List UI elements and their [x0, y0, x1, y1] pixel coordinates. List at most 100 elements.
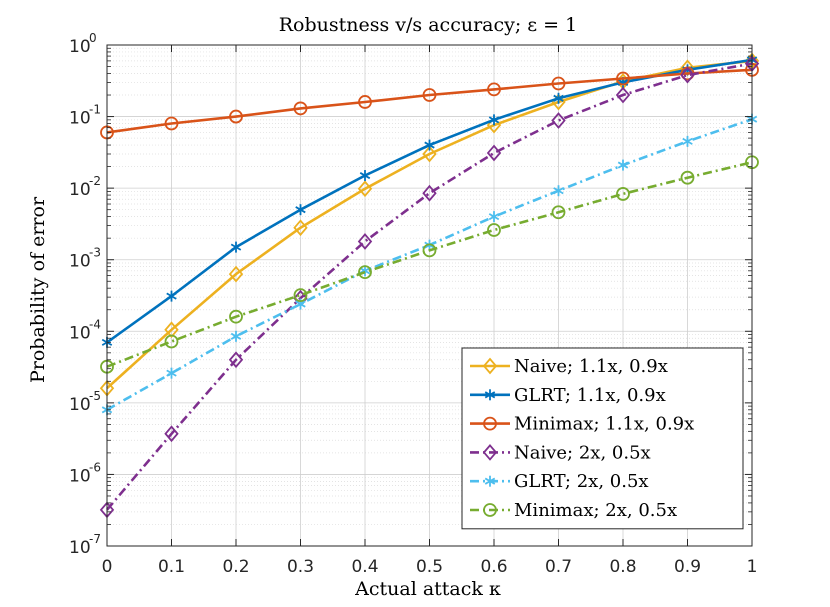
series-line	[106, 62, 753, 511]
data-point	[616, 71, 630, 86]
y-tick-base: 10	[69, 538, 91, 558]
x-tick-labels: 0 0.1 0.2 0.3 0.4 0.5 0.6 0.7 0.8 0.9 1	[102, 557, 758, 577]
asterisk-stroke	[230, 243, 242, 251]
data-point	[358, 265, 372, 280]
legend-box	[461, 347, 744, 530]
data-point	[682, 135, 693, 147]
y-tick-base: 10	[69, 323, 91, 343]
x-tick-label: 0.5	[416, 557, 443, 577]
y-tick-label: 100	[69, 31, 97, 57]
legend-marker	[484, 475, 496, 487]
legend-item: GLRT; 1.1x, 0.9x	[470, 385, 666, 406]
series-line	[106, 68, 753, 134]
asterisk-stroke	[484, 391, 496, 399]
data-point	[164, 334, 179, 349]
data-point	[551, 205, 566, 220]
y-tick-base: 10	[69, 466, 91, 486]
y-tick-exponent: -5	[89, 389, 101, 403]
legend-label: GLRT; 1.1x, 0.9x	[514, 385, 666, 406]
data-point	[680, 66, 695, 84]
y-axis-label: Probability of error	[27, 196, 49, 383]
data-point	[680, 170, 695, 185]
data-point	[487, 82, 501, 97]
data-point	[553, 185, 564, 197]
data-point	[553, 92, 564, 104]
legend-item: GLRT; 2x, 0.5x	[470, 471, 649, 492]
y-tick-exponent: -4	[89, 317, 101, 331]
legend-label: Minimax; 1.1x, 0.9x	[514, 414, 694, 435]
data-point	[295, 204, 306, 216]
data-point	[615, 86, 631, 104]
x-tick-label: 0.7	[545, 557, 572, 577]
asterisk-stroke	[295, 300, 306, 308]
asterisk-stroke	[617, 161, 629, 169]
data-point	[486, 144, 502, 162]
data-point	[551, 112, 566, 129]
data-point	[488, 211, 500, 223]
y-tick-label: 10-5	[69, 389, 101, 415]
y-tick-base: 10	[69, 252, 91, 272]
data-point	[422, 145, 437, 163]
legend-marker	[482, 444, 498, 461]
chart-title: Robustness v/s accuracy; ε = 1	[279, 14, 577, 36]
asterisk-stroke	[166, 292, 177, 300]
series-line	[106, 161, 753, 368]
x-tick-label: 0.6	[480, 557, 507, 577]
asterisk-stroke	[484, 477, 496, 485]
data-point	[293, 101, 308, 116]
legend-item: Minimax; 1.1x, 0.9x	[470, 414, 694, 435]
asterisk-stroke	[230, 332, 242, 340]
data-point	[359, 170, 371, 182]
data-point	[551, 76, 566, 91]
data-point	[230, 241, 242, 253]
data-point	[357, 180, 373, 198]
y-tick-exponent: -3	[89, 246, 101, 260]
data-point	[424, 139, 435, 151]
data-point	[166, 367, 177, 379]
y-tick-base: 10	[69, 37, 91, 57]
asterisk-stroke	[166, 369, 177, 377]
legend-label: GLRT; 2x, 0.5x	[514, 471, 649, 492]
data-point	[228, 265, 244, 283]
y-tick-exponent: -1	[89, 103, 101, 117]
y-tick-label: 10-6	[69, 460, 101, 486]
data-point	[230, 330, 242, 342]
data-point	[164, 425, 179, 443]
y-tick-exponent: 0	[89, 31, 97, 45]
x-tick-label: 1	[747, 557, 758, 577]
data-point	[488, 114, 500, 126]
asterisk-stroke	[295, 206, 306, 214]
asterisk-stroke	[359, 172, 371, 180]
legend-marker	[482, 357, 498, 375]
y-tick-exponent: -6	[89, 460, 101, 474]
y-tick-label: 10-2	[69, 174, 101, 200]
legend-item: Naive; 1.1x, 0.9x	[470, 356, 668, 377]
data-point	[357, 233, 373, 250]
data-point	[164, 321, 179, 339]
data-point	[616, 187, 630, 201]
legend-label: Naive; 2x, 0.5x	[514, 442, 651, 463]
legend-label: Naive; 1.1x, 0.9x	[514, 356, 668, 377]
data-point	[487, 223, 501, 237]
y-tick-base: 10	[69, 395, 91, 415]
data-point	[229, 109, 243, 124]
asterisk-stroke	[424, 141, 435, 149]
data-point	[422, 243, 437, 258]
asterisk-stroke	[488, 116, 500, 124]
y-tick-label: 10-4	[69, 317, 101, 343]
y-tick-label: 10-3	[69, 246, 101, 272]
x-tick-label: 0.1	[158, 557, 185, 577]
data-point	[229, 309, 243, 324]
asterisk-stroke	[553, 94, 564, 102]
data-point	[617, 159, 629, 171]
data-point	[293, 288, 308, 303]
x-tick-label: 0.8	[609, 557, 636, 577]
x-tick-label: 0.9	[674, 557, 701, 577]
data-point	[228, 351, 244, 369]
x-tick-label: 0	[102, 557, 113, 577]
asterisk-stroke	[488, 213, 500, 221]
legend-marker	[483, 416, 497, 431]
data-point	[422, 88, 437, 102]
